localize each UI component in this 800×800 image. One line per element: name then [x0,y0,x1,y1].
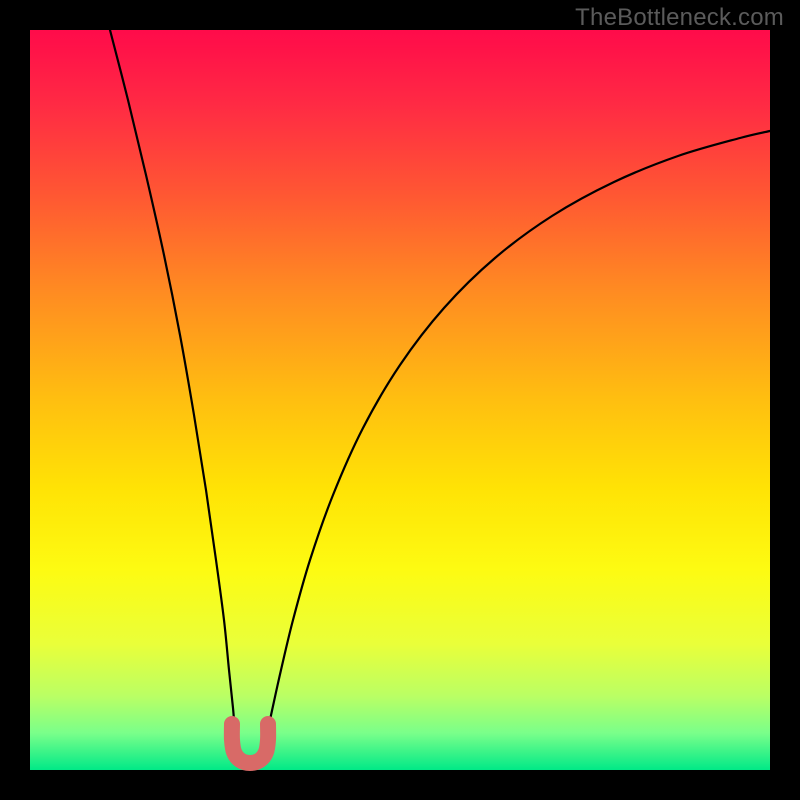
watermark-text: TheBottleneck.com [575,4,784,32]
bottleneck-chart [0,0,800,800]
chart-frame: TheBottleneck.com [0,0,800,800]
plot-background [30,30,770,770]
